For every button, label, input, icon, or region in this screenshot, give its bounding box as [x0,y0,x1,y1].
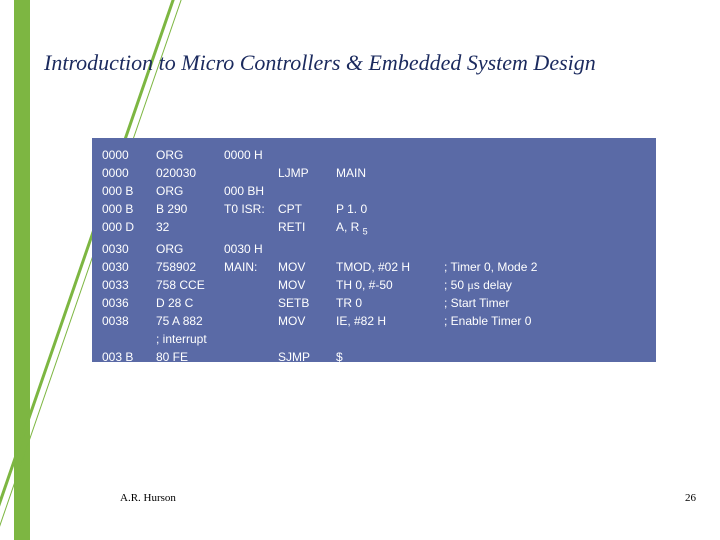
code-cell: MOV [278,312,336,330]
code-cell [444,330,646,348]
code-row: 000 BORG000 BH [102,182,646,200]
assembly-code-table: 0000ORG0000 H0000020030LJMPMAIN000 BORG0… [102,146,646,366]
code-cell: TR 0 [336,294,444,312]
code-cell: ORG [156,146,224,164]
slide-title: Introduction to Micro Controllers & Embe… [44,50,704,76]
code-cell: $ [336,348,444,366]
code-cell [444,200,646,218]
code-cell: 000 B [102,182,156,200]
code-row: 000 D32 RETIA, R 5 [102,218,646,240]
code-cell: CPT [278,200,336,218]
code-cell: 000 BH [224,182,278,200]
code-cell: 80 FE [156,348,224,366]
code-cell [444,348,646,366]
code-cell: A, R 5 [336,218,444,240]
code-row: 000 BB 290T0 ISR:CPTP 1. 0 [102,200,646,218]
code-row: 0000ORG0000 H [102,146,646,164]
code-cell: 0000 H [224,146,278,164]
code-cell [336,146,444,164]
footer-page-number: 26 [685,492,696,504]
code-row: 003 B80 FE SJMP$ [102,348,646,366]
code-row: ; interrupt [102,330,646,348]
code-cell: ; 50 μs delay [444,276,646,294]
code-cell: P 1. 0 [336,200,444,218]
code-cell: LJMP [278,164,336,182]
code-row: 0036D 28 C SETBTR 0; Start Timer [102,294,646,312]
code-cell [444,218,646,240]
code-row: 0033758 CCE MOVTH 0, #-50; 50 μs delay [102,276,646,294]
code-cell: MAIN [336,164,444,182]
side-accent-bar [14,0,30,540]
code-cell: 758902 [156,258,224,276]
code-cell [224,330,278,348]
code-cell [444,146,646,164]
code-cell: D 28 C [156,294,224,312]
code-cell: IE, #82 H [336,312,444,330]
code-cell [224,294,278,312]
code-cell: 020030 [156,164,224,182]
code-cell [102,330,156,348]
code-cell [336,182,444,200]
code-cell: 0000 [102,146,156,164]
code-cell: SJMP [278,348,336,366]
code-cell: 0030 [102,240,156,258]
code-cell [444,164,646,182]
code-cell [224,218,278,240]
code-cell: TMOD, #02 H [336,258,444,276]
code-cell [444,240,646,258]
code-row: 0030758902MAIN:MOVTMOD, #02 H; Timer 0, … [102,258,646,276]
code-cell: 003 B [102,348,156,366]
code-cell: MAIN: [224,258,278,276]
code-cell: 0038 [102,312,156,330]
code-cell: 0030 H [224,240,278,258]
code-cell: T0 ISR: [224,200,278,218]
code-cell: 0033 [102,276,156,294]
code-cell [278,182,336,200]
code-cell [278,240,336,258]
code-cell: ORG [156,182,224,200]
footer-author: A.R. Hurson [120,492,176,504]
code-cell: MOV [278,276,336,294]
code-cell: SETB [278,294,336,312]
code-cell [224,276,278,294]
code-cell: ; Enable Timer 0 [444,312,646,330]
code-cell: B 290 [156,200,224,218]
code-row: 003875 A 882 MOVIE, #82 H; Enable Timer 0 [102,312,646,330]
code-cell: 000 B [102,200,156,218]
assembly-code-block: 0000ORG0000 H0000020030LJMPMAIN000 BORG0… [92,138,656,362]
code-cell [444,182,646,200]
code-cell: ; interrupt [156,330,224,348]
code-cell [336,330,444,348]
code-cell: ORG [156,240,224,258]
code-row: 0030ORG0030 H [102,240,646,258]
code-cell [224,164,278,182]
code-cell: 758 CCE [156,276,224,294]
code-cell: 0030 [102,258,156,276]
code-cell: RETI [278,218,336,240]
code-cell [224,348,278,366]
code-cell: 75 A 882 [156,312,224,330]
code-cell [278,146,336,164]
code-cell: 000 D [102,218,156,240]
code-cell [278,330,336,348]
code-cell: 32 [156,218,224,240]
code-cell: ; Timer 0, Mode 2 [444,258,646,276]
code-cell: TH 0, #-50 [336,276,444,294]
code-cell: 0036 [102,294,156,312]
code-row: 0000020030 LJMPMAIN [102,164,646,182]
code-cell: MOV [278,258,336,276]
code-cell: 0000 [102,164,156,182]
code-cell [224,312,278,330]
code-cell [336,240,444,258]
code-cell: ; Start Timer [444,294,646,312]
